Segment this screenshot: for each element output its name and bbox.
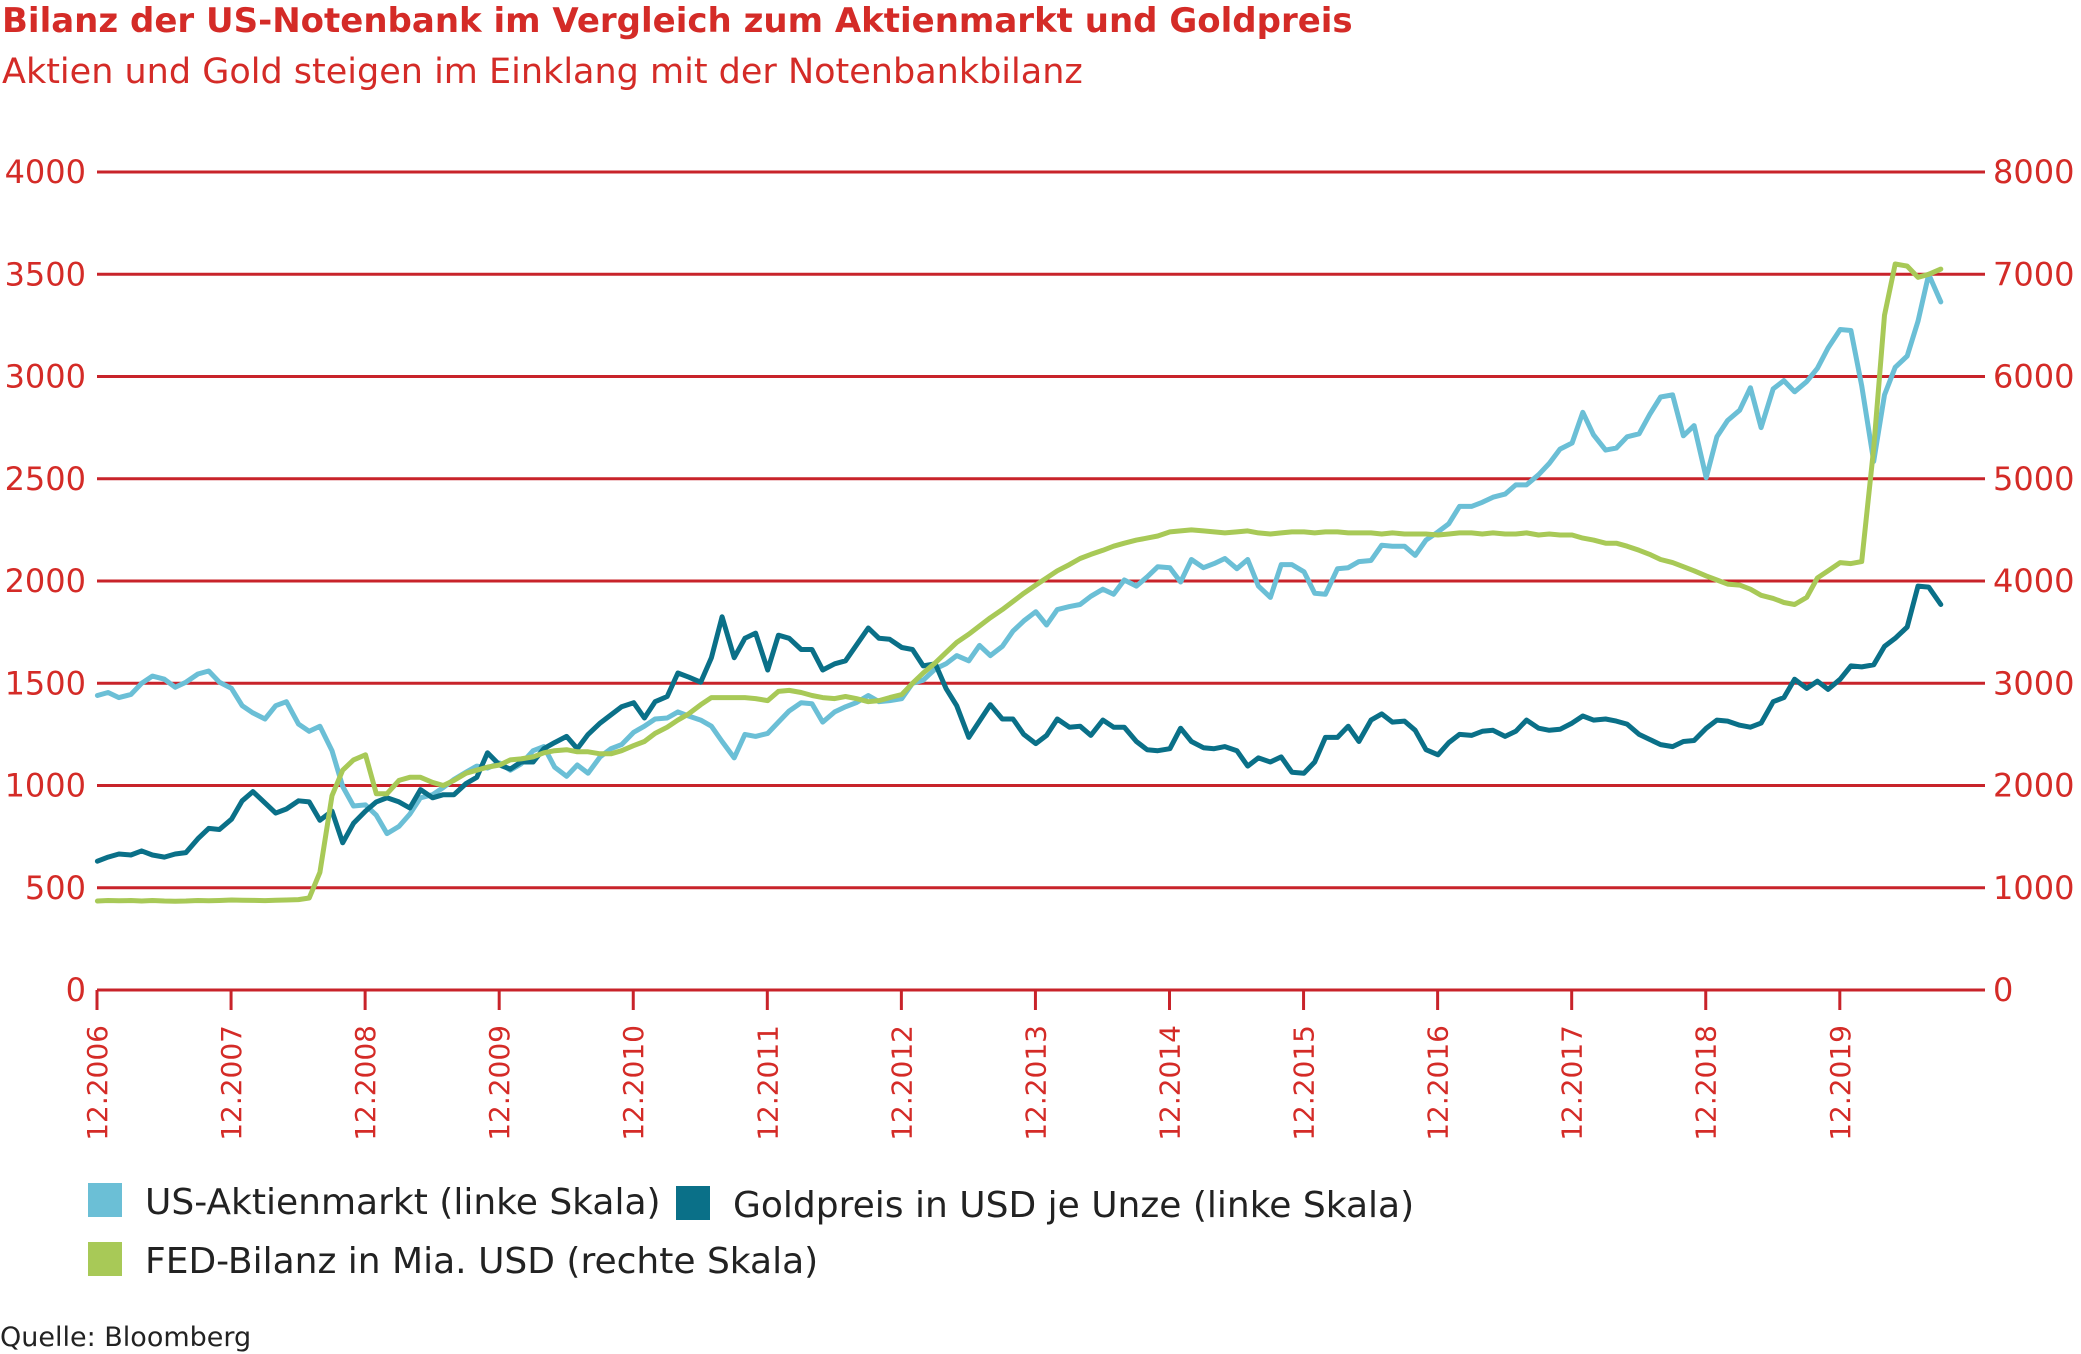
legend-swatch-gold (676, 1186, 710, 1220)
x-tick-label: 12.2007 (215, 1025, 248, 1141)
x-tick-label: 12.2017 (1556, 1025, 1589, 1141)
legend: US-Aktienmarkt (linke Skala) Goldpreis i… (88, 1182, 1414, 1282)
legend-swatch-stocks (88, 1183, 122, 1217)
gridlines (97, 170, 1985, 890)
y-right-tick-label: 7000 (1993, 255, 2074, 293)
x-tick-label: 12.2009 (483, 1025, 516, 1141)
y-left-tick-label: 4000 (5, 153, 86, 191)
x-tick-label: 12.2016 (1422, 1025, 1455, 1141)
y-right-tick-label: 4000 (1993, 562, 2074, 600)
y-axis-left-ticks: 0 500 1000 1500 2000 2500 3000 3500 4000 (5, 153, 86, 1009)
y-left-tick-label: 3500 (5, 255, 86, 293)
y-right-tick-label: 3000 (1993, 664, 2074, 702)
x-axis: 12.2006 12.2007 12.2008 12.2009 12.2010 12.20… (81, 988, 1985, 1141)
y-axis-right-ticks: 0 1000 2000 3000 4000 5000 6000 7000 8000 (1993, 153, 2074, 1009)
legend-label-stocks: US-Aktienmarkt (linke Skala) (145, 1182, 661, 1223)
x-tick-label: 12.2019 (1824, 1025, 1857, 1141)
legend-swatch-fed (88, 1242, 122, 1276)
source-note: Quelle: Bloomberg (0, 1322, 251, 1353)
x-tick-label: 12.2006 (81, 1025, 114, 1141)
plot-area (94, 261, 1944, 904)
x-tick-label: 12.2015 (1288, 1025, 1321, 1141)
y-left-tick-label: 1000 (5, 767, 86, 805)
x-tick-label: 12.2013 (1019, 1025, 1052, 1141)
y-right-tick-label: 1000 (1993, 869, 2074, 907)
y-left-tick-label: 3000 (5, 358, 86, 396)
chart-subtitle: Aktien und Gold steigen im Einklang mit … (2, 52, 1083, 92)
y-left-tick-label: 2000 (5, 562, 86, 600)
fed-line (94, 261, 1944, 904)
y-left-tick-label: 500 (25, 869, 86, 907)
y-right-tick-label: 0 (1993, 971, 2013, 1009)
stocks-line (94, 271, 1944, 837)
y-left-tick-label: 0 (66, 971, 86, 1009)
x-tick-label: 12.2010 (617, 1025, 650, 1141)
y-right-tick-label: 8000 (1993, 153, 2074, 191)
y-right-tick-label: 6000 (1993, 358, 2074, 396)
y-right-tick-label: 2000 (1993, 767, 2074, 805)
legend-label-fed: FED-Bilanz in Mia. USD (rechte Skala) (145, 1241, 818, 1282)
x-tick-label: 12.2011 (751, 1025, 784, 1141)
x-tick-label: 12.2018 (1690, 1025, 1723, 1141)
y-left-tick-label: 1500 (5, 664, 86, 702)
chart-title: Bilanz der US-Notenbank im Vergleich zum… (2, 1, 1353, 41)
x-tick-label: 12.2014 (1153, 1025, 1186, 1141)
legend-label-gold: Goldpreis in USD je Unze (linke Skala) (733, 1185, 1414, 1226)
gold-line (94, 583, 1944, 864)
x-tick-label: 12.2008 (349, 1025, 382, 1141)
y-right-tick-label: 5000 (1993, 460, 2074, 498)
x-tick-label: 12.2012 (885, 1025, 918, 1141)
y-left-tick-label: 2500 (5, 460, 86, 498)
